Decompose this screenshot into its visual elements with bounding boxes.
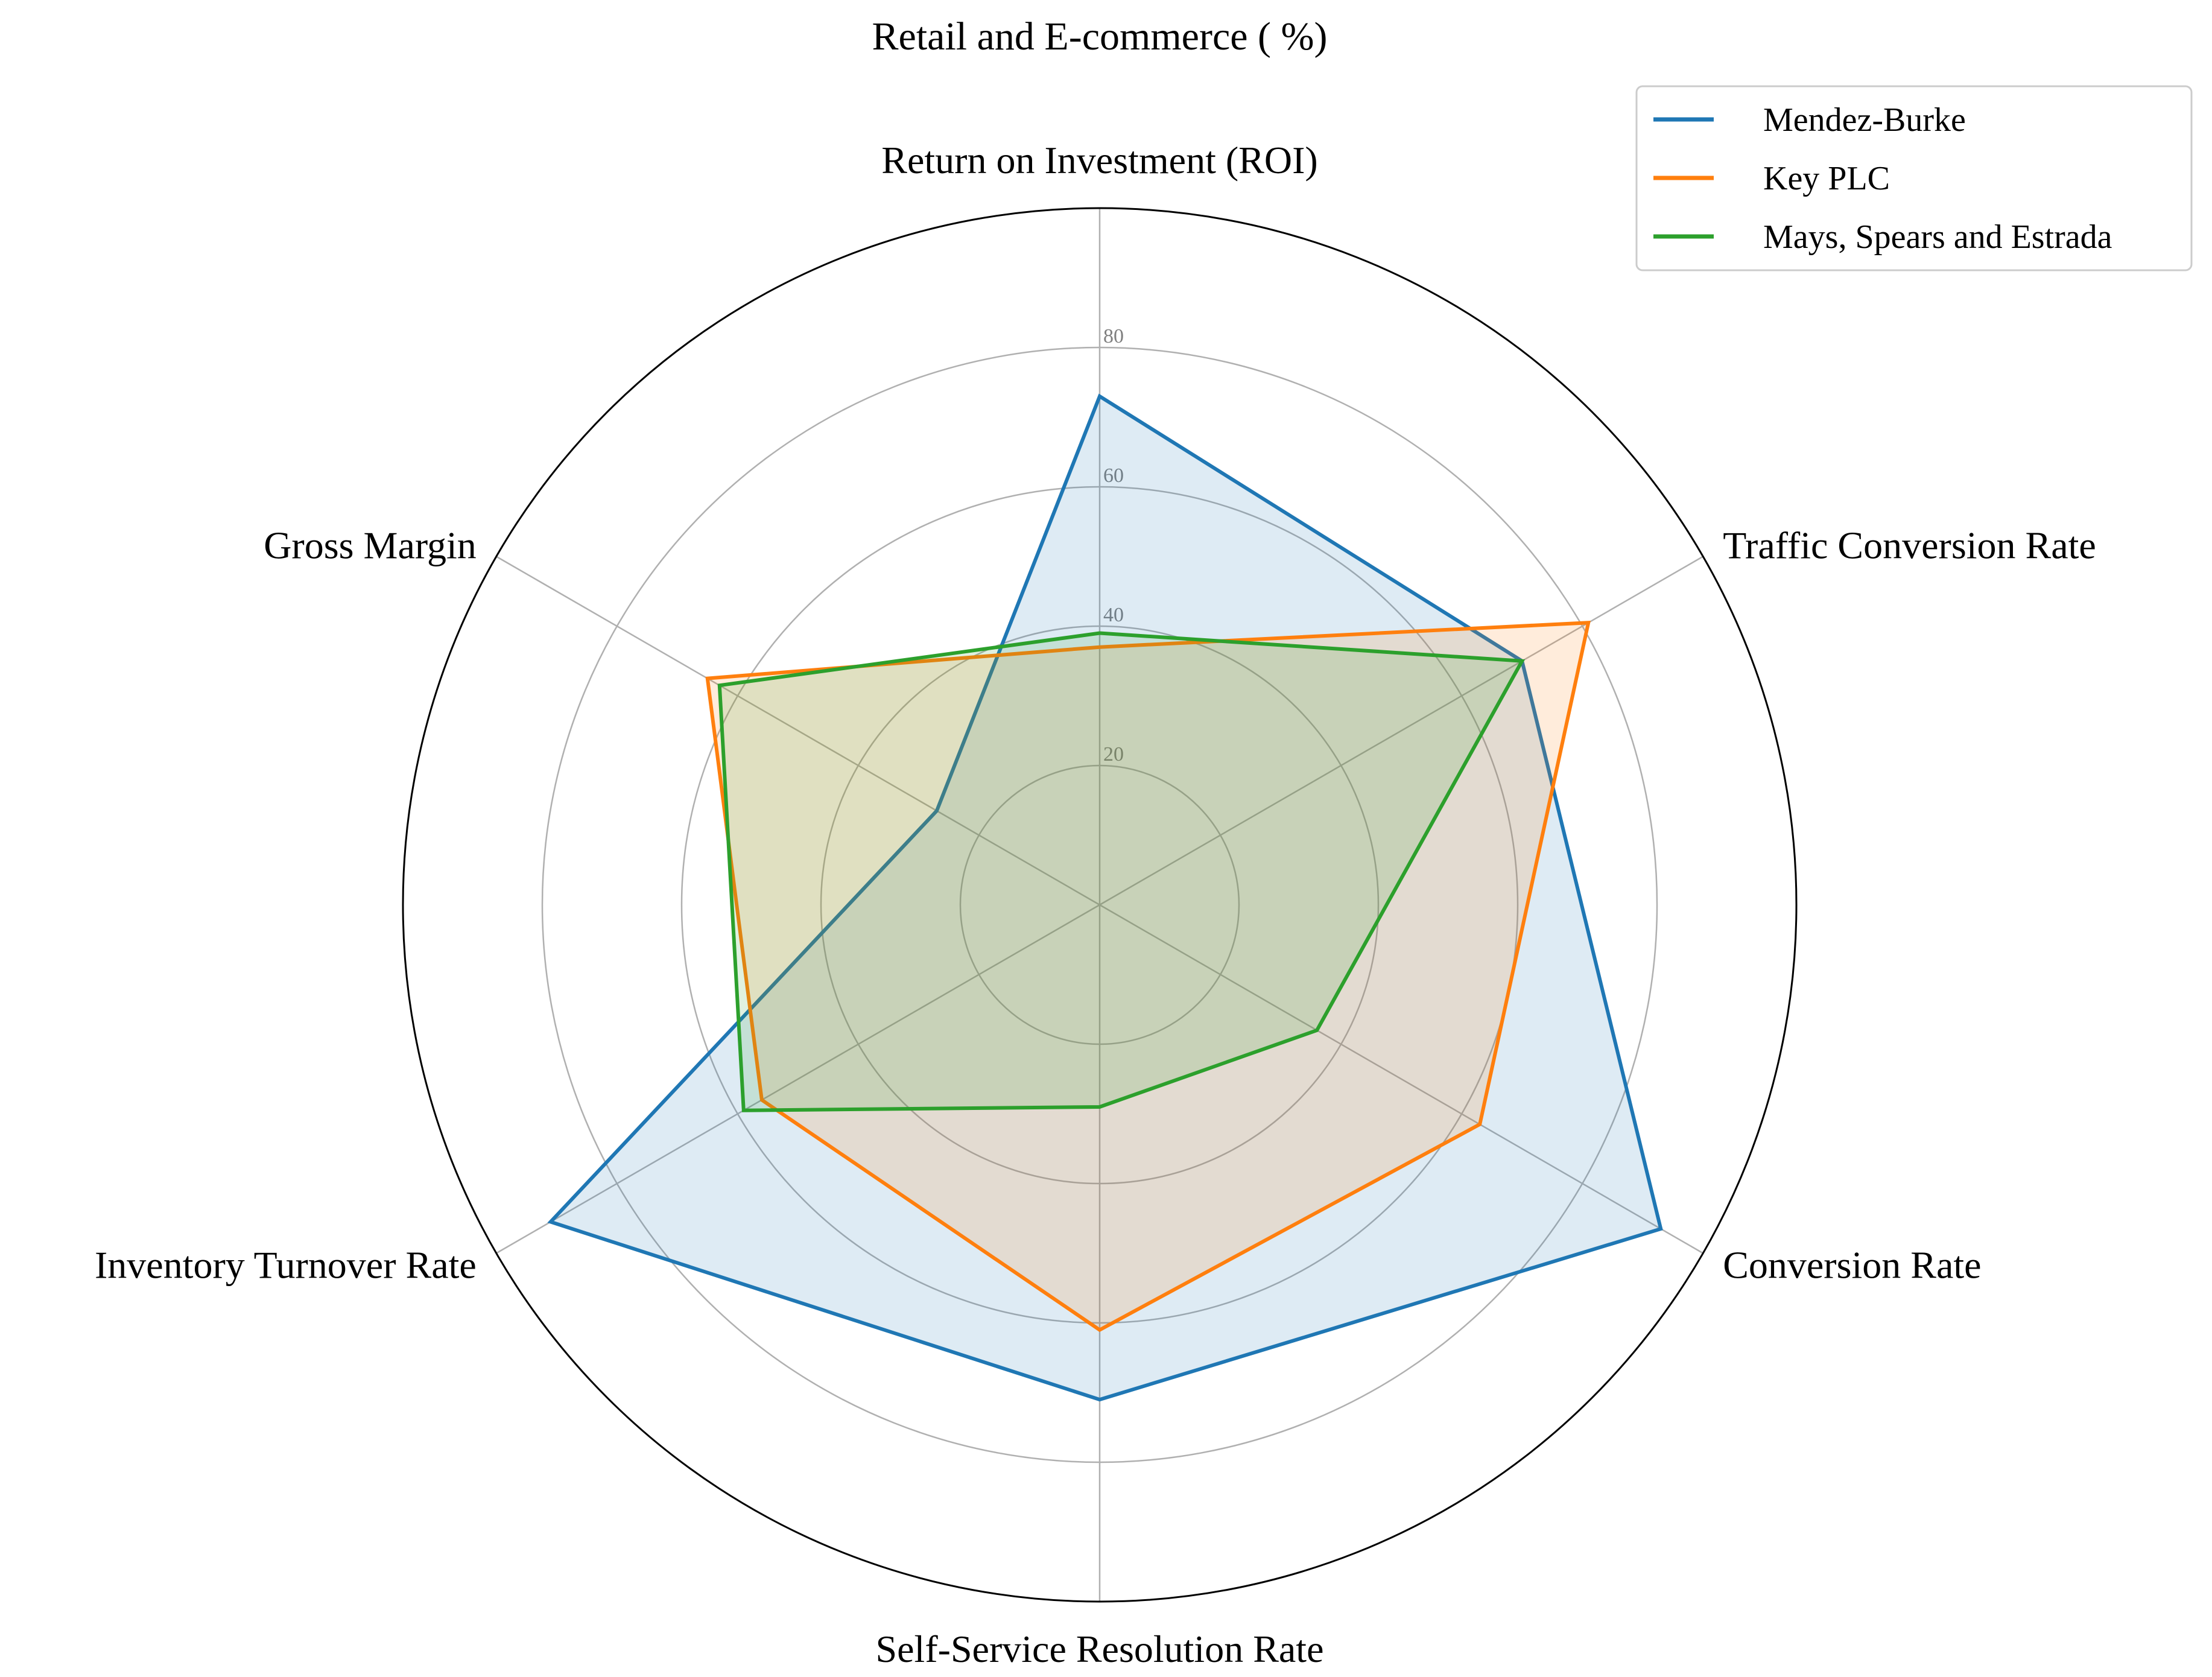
- category-label: Gross Margin: [264, 524, 477, 567]
- series-line-2: [705, 621, 1591, 1333]
- radial-tick-label: 40: [1103, 604, 1124, 626]
- radial-tick-label: 60: [1103, 464, 1124, 487]
- grid-spoke: [496, 904, 1100, 1254]
- series-layer: [547, 393, 1663, 1402]
- category-label: Return on Investment (ROI): [881, 139, 1317, 182]
- category-label: Conversion Rate: [1723, 1244, 1981, 1287]
- legend-label: Mendez-Burke: [1763, 101, 1966, 139]
- category-label: Traffic Conversion Rate: [1723, 524, 2096, 567]
- legend-label: Key PLC: [1763, 160, 1890, 197]
- series-line-3: [717, 631, 1526, 1112]
- grid-spoke: [1099, 556, 1703, 906]
- grid-spoke: [1099, 904, 1703, 1254]
- legend-label: Mays, Spears and Estrada: [1763, 218, 2112, 256]
- series-area-1: [550, 396, 1661, 1400]
- grid-spoke: [496, 556, 1100, 906]
- series-area-3: [719, 633, 1523, 1111]
- outer-frame: [402, 207, 1798, 1603]
- legend-box: [1635, 85, 2193, 271]
- radial-tick-label: 20: [1103, 743, 1124, 766]
- label-layer: Return on Investment (ROI) Traffic Conver…: [95, 139, 2096, 1670]
- category-label: Self-Service Resolution Rate: [876, 1628, 1324, 1670]
- series-area-2: [707, 623, 1589, 1330]
- radial-tick-label: 80: [1103, 325, 1124, 347]
- chart-title: Retail and E-commerce ( %): [872, 14, 1328, 59]
- grid-layer: 20 40 60 80: [402, 207, 1798, 1603]
- legend: Mendez-Burke Key PLC Mays, Spears and Estr…: [1635, 85, 2193, 271]
- category-label: Inventory Turnover Rate: [95, 1244, 477, 1287]
